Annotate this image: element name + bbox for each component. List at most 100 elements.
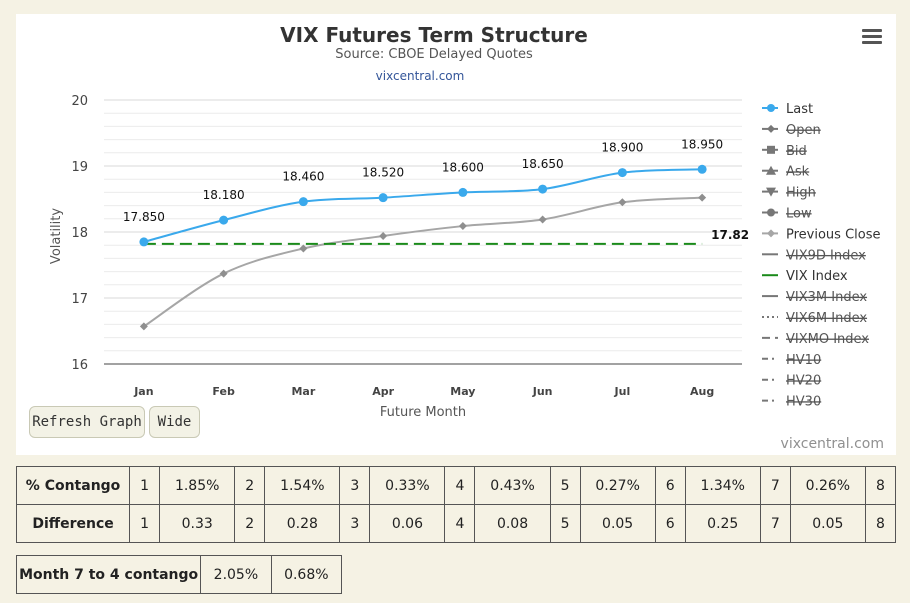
y-tick-label: 16 [71,358,88,373]
last-data-label: 18.600 [442,160,484,174]
legend-item-label[interactable]: Open [786,123,821,138]
table-row: Difference 1 0.33 2 0.28 3 0.06 4 0.08 5 0.05 6 0.25… [15,504,897,543]
month-index-cell: 4 [444,504,476,543]
legend-marker-circle [767,208,775,217]
legend-item-label[interactable]: VIX9D Index [786,248,866,263]
y-tick-label: 18 [71,226,88,241]
wide-button[interactable]: Wide [149,406,200,438]
legend-item-label[interactable]: Bid [786,144,807,159]
grid [104,99,742,365]
series-previous-close-line [143,196,703,328]
last-data-label: 18.950 [681,137,723,151]
previous-close-point [458,222,467,231]
month-index-cell: 3 [339,466,371,505]
month-index-cell: 6 [654,466,686,505]
month-index-cell: 8 [864,504,897,543]
last-point [697,164,707,174]
x-tick-label: Jun [532,385,553,398]
last-data-label: 18.650 [522,157,564,171]
chart-subtitle: Source: CBOE Delayed Quotes [335,47,533,62]
value-cell: 0.08 [474,504,551,543]
legend-item-label[interactable]: VIXMO Index [786,332,869,347]
row-header: % Contango [15,466,131,505]
y-tick-label: 19 [71,160,88,175]
month-index-cell: 4 [444,466,476,505]
chart: VIX Futures Term Structure Source: CBOE … [49,23,884,452]
previous-close-point [618,198,627,207]
month-7-to-4-value: 0.68% [270,555,343,594]
month-index-cell: 8 [864,466,897,505]
table-row: % Contango 1 1.85% 2 1.54% 3 0.33% 4 0.43% 5 0.27%… [15,466,897,505]
legend-item-label[interactable]: VIX6M Index [786,311,867,326]
x-tick-label: May [450,385,475,398]
legend-item-label[interactable]: Previous Close [786,227,881,242]
month-index-cell: 3 [339,504,371,543]
legend-item-label[interactable]: Last [786,102,813,117]
row-header: Difference [15,504,131,543]
legend-item-label[interactable]: HV30 [786,395,821,410]
y-tick-label: 17 [71,292,88,307]
last-data-label: 18.520 [362,166,404,180]
legend-marker-triangle [766,165,776,175]
month-index-cell: 7 [759,466,791,505]
legend-item-label[interactable]: Ask [786,165,810,180]
value-cell: 0.33% [369,466,446,505]
credit-text[interactable]: vixcentral.com [781,436,884,452]
chart-menu-icon[interactable] [860,26,884,48]
x-tick-label: Apr [372,385,394,398]
month-index-cell: 2 [234,504,266,543]
value-cell: 0.28 [264,504,341,543]
month-index-cell: 2 [234,466,266,505]
last-point [617,168,627,178]
last-point [219,215,229,225]
previous-close-point [698,193,707,202]
legend-item-label[interactable]: HV10 [786,353,821,368]
last-data-label: 17.850 [123,210,165,224]
contango-table: % Contango 1 1.85% 2 1.54% 3 0.33% 4 0.43% 5 0.27%… [15,466,897,543]
legend-item-label[interactable]: High [786,186,816,201]
month-7-to-4-value: 2.05% [200,555,272,594]
last-point [139,237,149,247]
x-tick-label: Aug [690,385,714,398]
y-tick-label: 20 [71,94,88,109]
x-tick-label: Mar [291,385,315,398]
month-7-to-4-label: Month 7 to 4 contango [15,555,202,594]
legend-item-label[interactable]: HV20 [786,374,821,389]
x-tick-label: Jul [614,385,631,398]
table-row: Month 7 to 4 contango 2.05% 0.68% [15,555,343,594]
legend-item-label[interactable]: Low [786,207,812,222]
legend: Last Open Bid Ask High Low Previous Close VIX9D… [762,102,881,410]
value-cell: 1.34% [684,466,761,505]
value-cell: 0.25 [684,504,761,543]
month-index-cell: 7 [759,504,791,543]
legend-item-label[interactable]: VIX Index [786,269,848,284]
chart-panel: VIX Futures Term Structure Source: CBOE … [16,14,896,455]
last-data-label: 18.180 [203,188,245,202]
x-axis-title: Future Month [380,405,466,420]
legend-item-label[interactable]: VIX3M Index [786,290,867,305]
legend-marker-circle [767,104,775,112]
last-data-label: 18.900 [601,141,643,155]
value-cell: 0.43% [474,466,551,505]
previous-close-point [219,269,228,278]
last-point [378,193,388,203]
value-cell: 0.05 [789,504,866,543]
legend-marker-square [767,145,775,154]
value-cell: 1.54% [264,466,341,505]
value-cell: 0.26% [789,466,866,505]
last-point [458,187,468,197]
x-tick-label: Jan [133,385,153,398]
month-index-cell: 1 [129,504,161,543]
y-axis-title: Volatility [49,208,64,264]
value-cell: 0.05 [579,504,656,543]
previous-close-point [538,215,547,224]
x-tick-label: Feb [212,385,235,398]
month-index-cell: 5 [549,466,581,505]
legend-marker-diamond [767,124,775,133]
value-cell: 0.06 [369,504,446,543]
month-index-cell: 5 [549,504,581,543]
chart-title: VIX Futures Term Structure [280,23,588,47]
source-link[interactable]: vixcentral.com [376,69,465,83]
last-data-label: 18.460 [282,170,324,184]
refresh-graph-button[interactable]: Refresh Graph [29,406,145,438]
